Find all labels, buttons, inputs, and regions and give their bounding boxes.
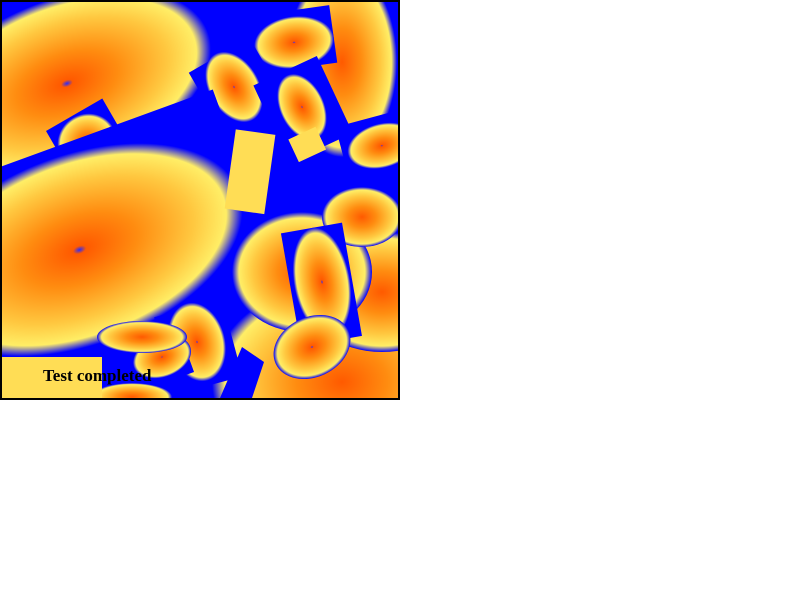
- gradient-fragment: [288, 126, 327, 163]
- gradient-tile: [335, 108, 398, 186]
- gradient-tile: [253, 55, 353, 163]
- gradient-tile: [254, 5, 338, 73]
- status-text: Test completed: [43, 366, 152, 385]
- gradient-test-drawing: [2, 2, 398, 398]
- gradient-fragment: [224, 129, 276, 215]
- gradient-ellipse: [97, 321, 187, 353]
- gradient-fragment: [2, 357, 102, 398]
- gradient-tile: [273, 314, 351, 380]
- gradient-tile: [280, 222, 362, 347]
- gradient-ellipse: [92, 383, 172, 398]
- gradient-tile: [2, 89, 282, 370]
- gradient-test-canvas: Test completed: [0, 0, 400, 400]
- gradient-fragment: [220, 347, 264, 398]
